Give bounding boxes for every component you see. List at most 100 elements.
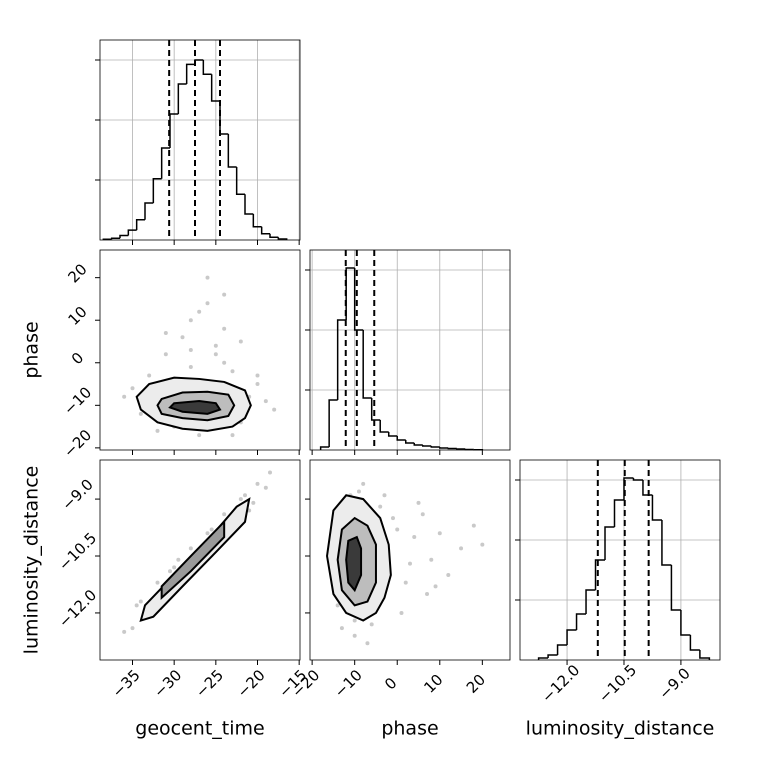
sample-point bbox=[416, 500, 421, 505]
sample-point bbox=[188, 318, 193, 323]
panel-frame bbox=[99, 249, 301, 451]
histogram-bin bbox=[260, 226, 270, 235]
sample-point bbox=[243, 493, 247, 498]
histogram-bin bbox=[689, 635, 700, 651]
sample-point bbox=[130, 386, 135, 391]
histogram-bin bbox=[353, 268, 364, 331]
histogram-bin bbox=[413, 443, 423, 446]
histogram-bin bbox=[566, 629, 577, 645]
x-tick-label: −10 bbox=[331, 666, 366, 701]
histogram-bin bbox=[556, 644, 568, 655]
histogram-bin bbox=[379, 420, 389, 433]
y-tick-label: −10.5 bbox=[55, 529, 100, 574]
histogram-bin bbox=[135, 219, 145, 231]
sample-point bbox=[335, 603, 340, 608]
sample-point bbox=[378, 504, 383, 509]
x-tick-label: 20 bbox=[463, 671, 489, 697]
histogram-bin bbox=[160, 147, 170, 179]
sample-point bbox=[425, 591, 430, 596]
sample-point bbox=[205, 301, 210, 306]
sample-point bbox=[255, 481, 260, 486]
sample-point bbox=[205, 275, 210, 280]
x-tick-label: −35 bbox=[109, 666, 144, 701]
y-axis-label: luminosity_distance bbox=[21, 466, 43, 655]
sample-point bbox=[437, 531, 442, 536]
sample-point bbox=[197, 433, 202, 438]
histogram-bin bbox=[127, 229, 137, 236]
histogram-bin bbox=[594, 559, 606, 590]
sample-point bbox=[268, 470, 272, 475]
histogram-bin bbox=[202, 60, 212, 75]
x-tick-label: −30 bbox=[150, 666, 185, 701]
sample-point bbox=[412, 535, 417, 540]
histogram-bin bbox=[177, 83, 187, 114]
histogram-bin bbox=[227, 134, 237, 168]
histogram-bin bbox=[244, 194, 254, 215]
x-axis-label: phase bbox=[381, 718, 438, 740]
y-axis-label: phase bbox=[21, 321, 43, 378]
sample-point bbox=[188, 546, 193, 551]
sample-point bbox=[471, 523, 476, 528]
histogram-bin bbox=[370, 398, 381, 421]
sample-point bbox=[180, 335, 185, 340]
sample-point bbox=[352, 633, 357, 638]
histogram-bin bbox=[430, 446, 440, 448]
histogram-bin bbox=[210, 74, 220, 102]
sample-point bbox=[395, 527, 400, 532]
histogram-bin bbox=[404, 440, 415, 444]
histogram-bin bbox=[575, 613, 587, 630]
sample-point bbox=[399, 610, 404, 615]
histogram-bin bbox=[345, 267, 355, 320]
y-tick-label: −9.0 bbox=[58, 475, 96, 513]
sample-point bbox=[356, 489, 361, 494]
sample-point bbox=[480, 542, 485, 547]
sample-point bbox=[361, 481, 366, 486]
x-tick-label: −9.0 bbox=[655, 664, 693, 702]
histogram-bin bbox=[362, 330, 372, 399]
histogram-bin bbox=[422, 445, 432, 447]
x-tick-label: 10 bbox=[420, 671, 446, 697]
histogram-bin bbox=[328, 399, 338, 447]
sample-point bbox=[130, 626, 135, 631]
sample-point bbox=[138, 599, 143, 604]
y-tick-label: −10 bbox=[60, 383, 95, 418]
sample-point bbox=[168, 569, 172, 574]
histogram-bin bbox=[277, 237, 288, 240]
y-tick-label: 20 bbox=[65, 260, 91, 286]
histogram-bin bbox=[547, 654, 558, 658]
sample-point bbox=[408, 561, 412, 566]
x-axis-label: geocent_time bbox=[135, 718, 264, 740]
histogram-bin bbox=[319, 446, 330, 450]
sample-point bbox=[429, 557, 434, 562]
sample-point bbox=[255, 382, 260, 387]
x-tick-label: 0 bbox=[381, 674, 400, 693]
sample-point bbox=[365, 641, 370, 646]
sample-point bbox=[205, 531, 210, 536]
histogram-bin bbox=[456, 448, 466, 450]
sample-point bbox=[188, 365, 193, 370]
sample-point bbox=[213, 352, 218, 357]
sample-point bbox=[122, 394, 127, 399]
contour bbox=[345, 535, 363, 593]
histogram-bin bbox=[144, 202, 154, 220]
histogram-bin bbox=[585, 589, 596, 614]
histogram-bin bbox=[661, 520, 672, 566]
sample-point bbox=[352, 618, 357, 623]
sample-point bbox=[163, 352, 168, 357]
contour bbox=[168, 400, 222, 415]
sample-point bbox=[230, 433, 235, 438]
histogram-bin bbox=[439, 447, 449, 449]
histogram-bin bbox=[269, 233, 279, 239]
histogram-bin bbox=[194, 59, 204, 65]
sample-point bbox=[446, 572, 451, 577]
sample-point bbox=[188, 348, 193, 352]
sample-point bbox=[403, 580, 408, 585]
sample-point bbox=[172, 565, 177, 570]
y-tick-label: 10 bbox=[65, 303, 91, 329]
panel-frame bbox=[99, 459, 301, 661]
histogram-bin bbox=[680, 610, 691, 636]
panel-frame bbox=[99, 39, 301, 241]
sample-point bbox=[197, 309, 202, 314]
histogram-bin bbox=[185, 63, 195, 84]
sample-point bbox=[339, 626, 344, 631]
